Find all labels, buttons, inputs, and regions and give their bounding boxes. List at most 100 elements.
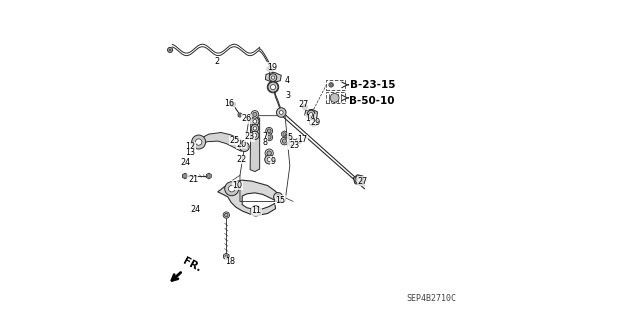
Polygon shape: [200, 132, 244, 151]
Circle shape: [312, 120, 316, 124]
Circle shape: [268, 82, 278, 92]
Circle shape: [266, 134, 273, 141]
Text: 6: 6: [287, 139, 292, 148]
Circle shape: [268, 158, 271, 161]
Bar: [326, 80, 345, 90]
Circle shape: [253, 120, 257, 123]
Text: 26: 26: [241, 114, 252, 123]
Polygon shape: [182, 173, 188, 179]
Circle shape: [297, 140, 300, 143]
Circle shape: [330, 93, 339, 102]
Text: 23: 23: [244, 132, 255, 141]
Circle shape: [232, 103, 234, 105]
Circle shape: [225, 213, 228, 217]
Text: 21: 21: [188, 175, 198, 184]
Circle shape: [303, 106, 306, 108]
Text: 5: 5: [287, 133, 292, 142]
Polygon shape: [230, 102, 235, 107]
Text: 24: 24: [180, 158, 190, 167]
Circle shape: [286, 135, 289, 138]
Circle shape: [268, 135, 271, 139]
Text: B-23-15: B-23-15: [350, 80, 396, 90]
Text: 23: 23: [289, 141, 299, 150]
Text: FR.: FR.: [181, 256, 203, 274]
Polygon shape: [223, 253, 229, 260]
Polygon shape: [282, 131, 287, 137]
Text: 27: 27: [298, 100, 308, 109]
Circle shape: [330, 84, 332, 86]
Circle shape: [251, 131, 259, 139]
Text: 11: 11: [252, 206, 262, 215]
Circle shape: [358, 181, 363, 186]
Circle shape: [285, 134, 290, 139]
Circle shape: [265, 155, 274, 164]
Circle shape: [267, 151, 271, 155]
Circle shape: [329, 83, 333, 87]
Text: 25: 25: [230, 136, 240, 145]
Circle shape: [169, 49, 171, 51]
Text: 12: 12: [186, 142, 195, 151]
Circle shape: [357, 178, 360, 182]
Polygon shape: [238, 113, 242, 117]
Text: 8: 8: [263, 138, 268, 147]
Circle shape: [207, 175, 210, 177]
Circle shape: [243, 145, 246, 149]
Circle shape: [239, 114, 241, 116]
Circle shape: [271, 85, 276, 90]
Text: 9: 9: [271, 157, 276, 166]
Circle shape: [195, 139, 202, 145]
Circle shape: [271, 76, 275, 79]
Circle shape: [307, 110, 315, 118]
Circle shape: [266, 127, 273, 134]
Text: 18: 18: [225, 257, 236, 266]
Circle shape: [192, 135, 205, 149]
Circle shape: [168, 48, 173, 52]
Circle shape: [265, 149, 273, 157]
Circle shape: [251, 124, 259, 132]
Circle shape: [280, 137, 288, 145]
Polygon shape: [266, 72, 281, 83]
Text: 7: 7: [263, 132, 268, 141]
Circle shape: [268, 68, 270, 70]
Circle shape: [253, 209, 258, 213]
Circle shape: [302, 105, 307, 110]
Circle shape: [355, 176, 362, 184]
Polygon shape: [206, 173, 211, 179]
Circle shape: [184, 175, 186, 177]
Circle shape: [225, 182, 239, 196]
Circle shape: [225, 255, 228, 258]
Text: 24: 24: [191, 205, 200, 214]
Text: 16: 16: [225, 100, 234, 108]
Bar: [326, 93, 345, 103]
Circle shape: [251, 111, 259, 118]
Circle shape: [276, 195, 280, 199]
Polygon shape: [218, 180, 280, 215]
Text: 17: 17: [298, 135, 308, 144]
Circle shape: [251, 206, 261, 216]
Circle shape: [359, 182, 362, 184]
Polygon shape: [250, 117, 260, 172]
Text: 14: 14: [305, 114, 316, 123]
Text: 29: 29: [310, 118, 321, 128]
Circle shape: [251, 117, 259, 125]
Circle shape: [253, 134, 257, 137]
Text: 20: 20: [236, 140, 246, 149]
Circle shape: [310, 118, 318, 126]
Text: 10: 10: [232, 181, 243, 190]
Circle shape: [268, 129, 271, 133]
Polygon shape: [296, 138, 301, 144]
Circle shape: [253, 127, 257, 130]
Polygon shape: [267, 66, 271, 71]
Text: 27: 27: [358, 177, 368, 186]
Circle shape: [239, 142, 249, 152]
Text: 3: 3: [285, 92, 291, 100]
Circle shape: [274, 193, 282, 201]
Circle shape: [279, 111, 283, 115]
Circle shape: [223, 212, 230, 218]
Polygon shape: [305, 109, 317, 119]
Circle shape: [228, 186, 235, 192]
Circle shape: [269, 74, 277, 81]
Text: 4: 4: [285, 76, 290, 85]
Circle shape: [310, 113, 313, 116]
Circle shape: [283, 133, 286, 136]
